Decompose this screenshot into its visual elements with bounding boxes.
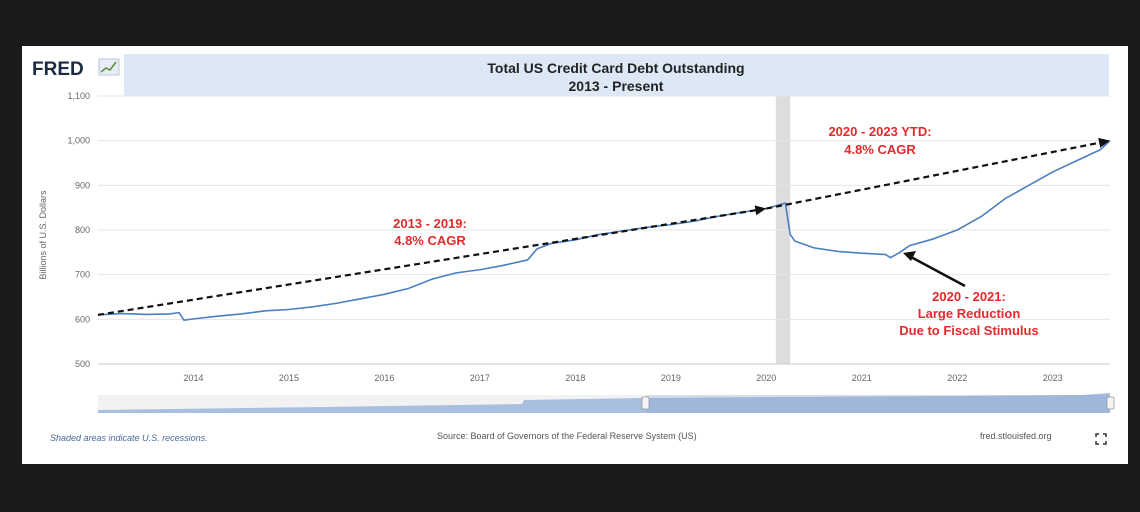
navigator-selection[interactable] (646, 395, 1110, 413)
x-tick-label: 2023 (1043, 373, 1063, 383)
x-tick-label: 2016 (374, 373, 394, 383)
x-tick-label: 2018 (565, 373, 585, 383)
x-tick-label: 2017 (470, 373, 490, 383)
annotation-2020-2021: 2020 - 2021: Large Reduction Due to Fisc… (899, 289, 1038, 338)
chart-frame: FRED Total US Credit Card Debt Outstandi… (22, 46, 1128, 464)
y-tick-label: 1,000 (67, 136, 90, 146)
y-tick-label: 1,100 (67, 91, 90, 101)
range-navigator[interactable] (98, 393, 1115, 413)
annotation-2020-2023-line1: 2020 - 2023 YTD: (828, 124, 931, 139)
x-tick-label: 2021 (852, 373, 872, 383)
fred-chart-logo-icon (98, 58, 120, 76)
annotation-2013-2019-line1: 2013 - 2019: (393, 216, 467, 231)
x-tick-label: 2022 (947, 373, 967, 383)
chart-canvas: FRED Total US Credit Card Debt Outstandi… (32, 54, 1115, 413)
annotation-2020-2021-line3: Due to Fiscal Stimulus (899, 323, 1038, 338)
x-tick-label: 2020 (756, 373, 776, 383)
y-tick-label: 900 (75, 180, 90, 190)
fred-logo[interactable]: FRED (32, 59, 84, 80)
y-tick-label: 500 (75, 359, 90, 369)
fullscreen-button[interactable] (1095, 432, 1107, 445)
annotation-2020-2023: 2020 - 2023 YTD: 4.8% CAGR (828, 124, 931, 157)
header-band (124, 54, 1109, 96)
site-link[interactable]: fred.stlouisfed.org (980, 431, 1052, 441)
chart-subtitle: 2013 - Present (569, 78, 664, 94)
annotation-2013-2019-line2: 4.8% CAGR (394, 233, 466, 248)
y-tick-label: 800 (75, 225, 90, 235)
x-tick-label: 2015 (279, 373, 299, 383)
y-tick-label: 700 (75, 270, 90, 280)
chart-title: Total US Credit Card Debt Outstanding (487, 60, 744, 76)
x-tick-labels: 2014 2015 2016 2017 2018 2019 2020 2021 2022 2023 (183, 373, 1062, 383)
series-layer (97, 137, 1111, 322)
annotation-2020-2023-line2: 4.8% CAGR (844, 142, 916, 157)
y-tick-labels: 500 600 700 800 900 1,000 1,100 (67, 91, 90, 369)
trend-2013-2019-arrowhead (754, 205, 767, 216)
annotation-2020-2021-line2: Large Reduction (918, 306, 1021, 321)
trend-2020-2023-line (766, 141, 1100, 210)
annotation-2013-2019: 2013 - 2019: 4.8% CAGR (393, 216, 467, 248)
navigator-series-area (98, 393, 1110, 413)
trend-2020-2023-arrowhead (1098, 137, 1110, 148)
navigator-left-handle[interactable] (641, 396, 650, 410)
annotation-2020-2021-line1: 2020 - 2021: (932, 289, 1006, 304)
recession-note: Shaded areas indicate U.S. recessions. (50, 433, 208, 443)
x-tick-label: 2014 (183, 373, 203, 383)
y-axis-label: Billions of U.S. Dollars (38, 190, 48, 280)
trend-2013-2019-line (97, 209, 756, 316)
x-tick-label: 2019 (661, 373, 681, 383)
annotation-arrow (903, 251, 966, 288)
fullscreen-icon (1095, 433, 1107, 445)
navigator-right-handle[interactable] (1106, 396, 1115, 410)
source-note: Source: Board of Governors of the Federa… (437, 431, 697, 441)
y-tick-label: 600 (75, 314, 90, 324)
